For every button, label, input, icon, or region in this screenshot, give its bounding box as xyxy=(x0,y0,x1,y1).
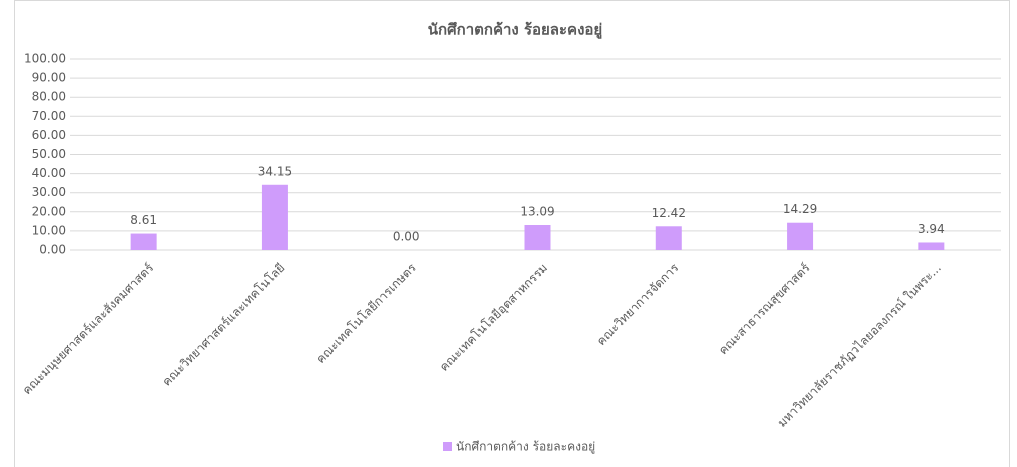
legend-label: นักศึกาตกค้าง ร้อยละคงอยู่ xyxy=(456,440,595,455)
legend-swatch xyxy=(443,442,452,451)
y-tick-label: 20.00 xyxy=(32,204,66,218)
data-label: 3.94 xyxy=(918,222,945,236)
chart-frame xyxy=(14,0,1010,467)
y-tick-label: 0.00 xyxy=(39,243,66,257)
y-tick-label: 100.00 xyxy=(24,52,66,66)
y-tick-label: 10.00 xyxy=(32,223,66,237)
data-label: 34.15 xyxy=(258,164,292,178)
y-tick-label: 40.00 xyxy=(32,166,66,180)
y-tick-label: 90.00 xyxy=(32,71,66,85)
bar xyxy=(655,226,682,250)
chart-title: นักศึกาตกค้าง ร้อยละคงอยู่ xyxy=(428,21,602,40)
bar xyxy=(261,184,288,250)
data-label: 0.00 xyxy=(393,230,420,244)
y-tick-label: 70.00 xyxy=(32,109,66,123)
data-label: 14.29 xyxy=(783,202,817,216)
data-label: 13.09 xyxy=(520,204,554,218)
bar xyxy=(130,233,157,250)
y-tick-label: 30.00 xyxy=(32,185,66,199)
data-label: 8.61 xyxy=(130,213,157,227)
y-tick-label: 80.00 xyxy=(32,90,66,104)
data-label: 12.42 xyxy=(652,206,686,220)
y-tick-label: 50.00 xyxy=(32,147,66,161)
y-tick-label: 60.00 xyxy=(32,128,66,142)
bar xyxy=(918,242,945,250)
bar xyxy=(524,224,551,250)
bar xyxy=(787,222,814,250)
